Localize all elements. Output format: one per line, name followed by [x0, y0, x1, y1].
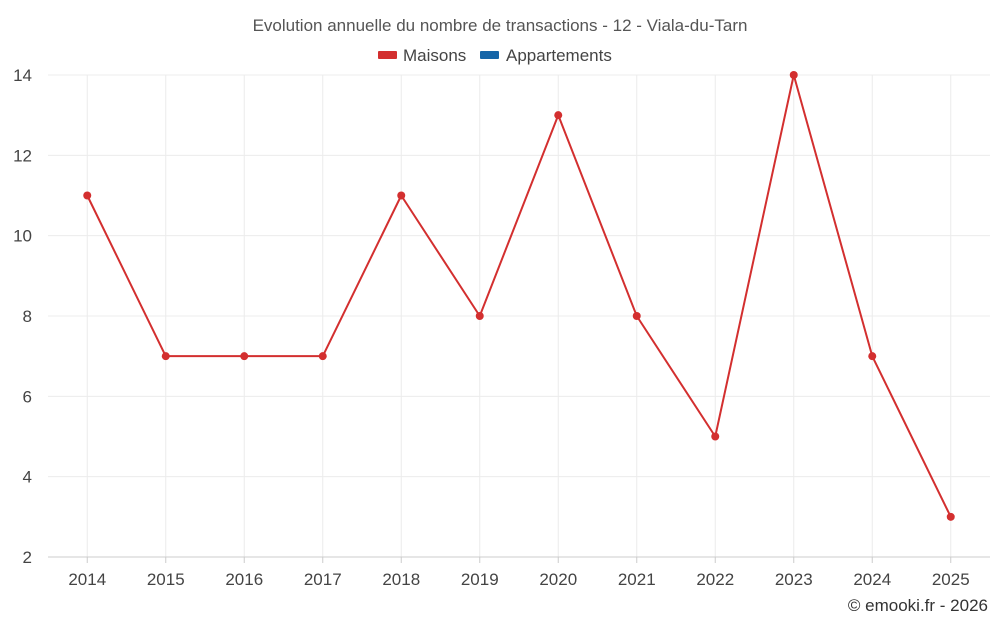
data-point[interactable]	[632, 312, 641, 320]
axes: 2 4 6 8 10 12 14 2014 2015 2016 2017 2018 2019 2020 20…	[13, 66, 990, 589]
data-point[interactable]	[475, 312, 484, 320]
data-point[interactable]	[554, 111, 563, 120]
legend-swatch-maisons	[378, 51, 397, 59]
data-point[interactable]	[240, 352, 249, 361]
chart-title: Evolution annuelle du nombre de transact…	[253, 16, 748, 35]
series-line-maisons	[86, 74, 952, 518]
data-point[interactable]	[789, 71, 798, 79]
data-point[interactable]	[868, 352, 877, 361]
legend-item-maisons[interactable]: Maisons	[378, 46, 466, 65]
x-tick-label: 2023	[775, 570, 813, 589]
x-tick-label: 2022	[696, 570, 734, 589]
legend-item-appartements[interactable]: Appartements	[480, 46, 612, 65]
x-tick-label: 2021	[618, 570, 656, 589]
series-layer	[83, 71, 955, 521]
legend-label-maisons: Maisons	[403, 46, 466, 65]
x-tick-label: 2015	[147, 570, 185, 589]
y-tick-label: 8	[23, 307, 32, 326]
data-point[interactable]	[397, 191, 406, 200]
x-tick-label: 2020	[539, 570, 577, 589]
data-point[interactable]	[318, 352, 327, 361]
x-tick-label: 2014	[68, 570, 106, 589]
x-tick-label: 2017	[304, 570, 342, 589]
y-tick-label: 2	[23, 548, 32, 567]
data-point[interactable]	[83, 191, 92, 200]
y-tick-label: 10	[13, 227, 32, 246]
x-tick-label: 2018	[382, 570, 420, 589]
y-tick-label: 14	[13, 66, 32, 85]
x-tick-label: 2024	[853, 570, 891, 589]
grid	[48, 74, 990, 557]
y-tick-label: 12	[13, 146, 32, 165]
x-tick-label: 2016	[225, 570, 263, 589]
data-point[interactable]	[946, 512, 955, 521]
data-point[interactable]	[161, 352, 170, 361]
x-tick-label: 2019	[461, 570, 499, 589]
legend-swatch-appartements	[480, 51, 499, 59]
y-tick-label: 4	[23, 468, 32, 487]
x-tick-label: 2025	[932, 570, 970, 589]
credit-text: © emooki.fr - 2026	[848, 596, 988, 615]
legend-label-appartements: Appartements	[506, 46, 612, 65]
y-tick-label: 6	[23, 387, 32, 406]
data-point[interactable]	[711, 432, 720, 441]
legend: Maisons Appartements	[378, 46, 612, 65]
